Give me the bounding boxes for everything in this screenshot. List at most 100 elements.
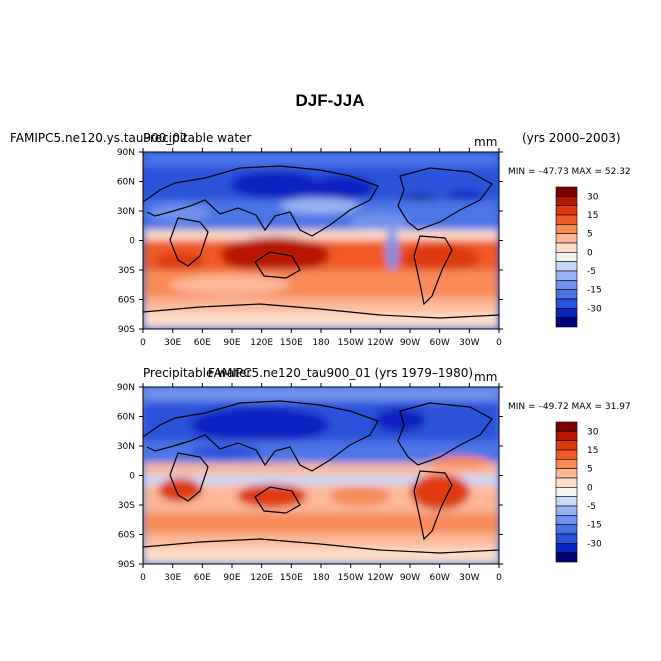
panel-bottom-colorbar-box — [555, 533, 578, 544]
panel-top-lon-label: 150W — [338, 338, 364, 348]
figure-title: DJF-JJA — [296, 91, 365, 110]
panel-bottom-lon-label: 120W — [367, 573, 393, 583]
panel-bottom-stats: MIN = –49.72 MAX = 31.97 — [508, 402, 631, 412]
panel-top-lon-label: 30W — [459, 338, 479, 348]
panel-top-colorbar-box — [555, 214, 578, 225]
panel-bottom-lon-label: 0 — [496, 573, 502, 583]
panel-top-lat-label: 60N — [117, 178, 135, 188]
panel-top-lon-label: 180 — [312, 338, 329, 348]
panel-top-field — [143, 152, 499, 329]
panel-top-years: (yrs 2000–2003) — [522, 131, 621, 145]
panel-bottom: Precipitable water FAMIPC5.ne120_tau900_… — [117, 366, 631, 583]
panel-bottom-units: mm — [474, 370, 497, 384]
panel-top-units: mm — [474, 135, 497, 149]
panel-top: FAMIPC5.ne120.ys.tau900_02 Precipitable … — [10, 131, 631, 348]
panel-top-colorbar-label: 5 — [587, 230, 593, 240]
panel-top-colorbar-box — [555, 196, 578, 206]
panel-bottom-colorbar-box — [555, 421, 578, 432]
panel-bottom-colorbar-box — [555, 496, 578, 507]
panel-bottom-field — [143, 387, 499, 564]
panel-bottom-lat-label: 90N — [117, 383, 135, 393]
panel-bottom-colorbar: 30 15 5 0 -5 -15 -30 — [555, 421, 602, 563]
panel-bottom-colorbar-box — [555, 477, 578, 488]
panel-top-lon-label: 30E — [164, 338, 181, 348]
panel-bottom-lon-label: 0 — [140, 573, 146, 583]
panel-bottom-colorbar-box — [555, 431, 578, 441]
panel-top-colorbar-box — [555, 186, 578, 197]
panel-top-stats: MIN = –47.73 MAX = 52.32 — [508, 167, 631, 177]
panel-top-colorbar-box — [555, 298, 578, 309]
panel-bottom-lon-label: 150W — [338, 573, 364, 583]
panel-top-colorbar-box — [555, 280, 578, 290]
panel-top-lon-label: 150E — [280, 338, 303, 348]
panel-bottom-colorbar-box — [555, 440, 578, 451]
panel-top-lat-label: 30N — [117, 207, 135, 217]
panel-bottom-left-title: Precipitable water — [143, 366, 251, 380]
panel-bottom-lat-label: 90S — [118, 560, 135, 570]
panel-top-colorbar-box — [555, 233, 578, 244]
panel-bottom-lon-label: 30W — [459, 573, 479, 583]
panel-bottom-center-title: FAMIPC5.ne120_tau900_01 (yrs 1979–1980) — [208, 366, 473, 380]
panel-top-lon-label: 120W — [367, 338, 393, 348]
panel-top-colorbar-box — [555, 242, 578, 253]
panel-bottom-lon-label: 180 — [312, 573, 329, 583]
panel-bottom-colorbar-box — [555, 505, 578, 516]
panel-bottom-lon-label: 30E — [164, 573, 181, 583]
panel-top-colorbar-label: -15 — [587, 286, 602, 296]
panel-top-colorbar-box — [555, 205, 578, 216]
panel-bottom-colorbar-box — [555, 487, 578, 497]
panel-bottom-lon-label: 60E — [194, 573, 211, 583]
panel-top-colorbar-box — [555, 261, 578, 272]
panel-top-coastlines — [143, 165, 499, 319]
panel-top-colorbar-box — [555, 224, 578, 234]
panel-top-lon-label: 90W — [400, 338, 420, 348]
panel-bottom-colorbar-label: -15 — [587, 521, 602, 531]
panel-bottom-colorbar-box — [555, 449, 578, 460]
panel-top-colorbar-box — [555, 289, 578, 300]
panel-bottom-lon-label: 150E — [280, 573, 303, 583]
panel-top-lon-label: 60E — [194, 338, 211, 348]
panel-bottom-colorbar-box — [555, 543, 578, 553]
panel-bottom-lon-label: 120E — [250, 573, 273, 583]
panel-top-lon-label: 60W — [429, 338, 449, 348]
panel-top-axes: 0 30E 60E 90E 120E 150E 180 150W 120W 90W 60W 30W 09… — [117, 148, 503, 348]
panel-bottom-lon-label: 90E — [223, 573, 240, 583]
panel-top-colorbar-label: 15 — [587, 211, 598, 221]
panel-top-lat-label: 30S — [118, 266, 135, 276]
panel-top-lon-label: 0 — [140, 338, 146, 348]
panel-top-colorbar-label: -5 — [587, 267, 596, 277]
panel-bottom-colorbar-label: -5 — [587, 502, 596, 512]
panel-top-colorbar-box — [555, 317, 578, 328]
panel-bottom-colorbar-box — [555, 468, 578, 479]
panel-top-lon-label: 90E — [223, 338, 240, 348]
panel-bottom-colorbar-box — [555, 459, 578, 469]
panel-bottom-lon-label: 60W — [429, 573, 449, 583]
panel-top-lat-label: 60S — [118, 296, 135, 306]
panel-bottom-lat-label: 60N — [117, 413, 135, 423]
panel-top-left-title: FAMIPC5.ne120.ys.tau900_02 — [10, 131, 188, 145]
panel-bottom-lat-label: 30S — [118, 501, 135, 511]
panel-bottom-colorbar-box — [555, 552, 578, 563]
panel-bottom-colorbar-label: 0 — [587, 483, 593, 493]
panel-top-lat-label: 90N — [117, 148, 135, 158]
panel-bottom-colorbar-label: 30 — [587, 427, 599, 437]
panel-bottom-lat-label: 30N — [117, 442, 135, 452]
panel-bottom-lat-label: 60S — [118, 531, 135, 541]
panel-bottom-colorbar-box — [555, 524, 578, 535]
panel-top-colorbar-box — [555, 270, 578, 281]
panel-top-colorbar: 30 15 5 0 -5 -15 -30 — [555, 186, 602, 328]
panel-top-colorbar-label: -30 — [587, 304, 602, 314]
panel-bottom-axes: 0 30E 60E 90E 120E 150E 180 150W 120W 90W 60W 30W 09… — [117, 383, 503, 583]
panel-bottom-lon-label: 90W — [400, 573, 420, 583]
panel-bottom-colorbar-box — [555, 515, 578, 525]
panel-bottom-colorbar-label: 15 — [587, 446, 598, 456]
panel-top-center-title: Precipitable water — [143, 131, 251, 145]
panel-top-colorbar-label: 30 — [587, 192, 599, 202]
panel-bottom-colorbar-label: 5 — [587, 465, 593, 475]
panel-top-lat-label: 0 — [129, 237, 135, 247]
panel-top-lon-label: 0 — [496, 338, 502, 348]
panel-bottom-coastlines — [143, 400, 499, 554]
panel-top-colorbar-box — [555, 308, 578, 318]
panel-top-lat-label: 90S — [118, 325, 135, 335]
